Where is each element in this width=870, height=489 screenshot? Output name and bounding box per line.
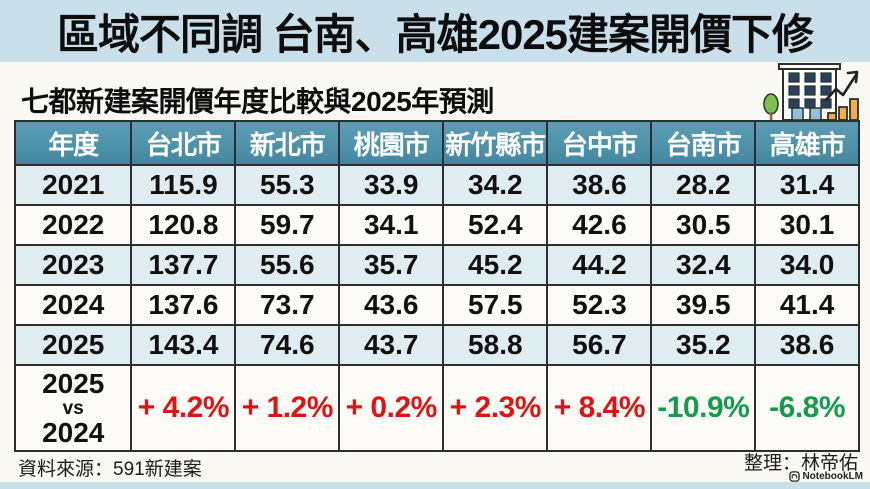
year-cell: 2023 — [13, 244, 133, 286]
table-row: 2025 143.4 74.6 43.7 58.8 56.7 35.2 38.6 — [13, 324, 860, 366]
compare-label-cell: 2025 vs 2024 — [13, 364, 133, 452]
value-cell: 39.5 — [650, 284, 757, 326]
column-header-taichung: 台中市 — [546, 120, 653, 166]
value-cell: 43.6 — [338, 284, 445, 326]
column-header-hsinchu: 新竹縣市 — [442, 120, 549, 166]
table-row: 2021 115.9 55.3 33.9 34.2 38.6 28.2 31.4 — [13, 164, 860, 206]
price-table: 年度 台北市 新北市 桃園市 新竹縣市 台中市 台南市 高雄市 2021 115… — [13, 120, 860, 452]
year-cell: 2022 — [13, 204, 133, 246]
value-cell: 59.7 — [234, 204, 341, 246]
value-cell: 38.6 — [546, 164, 653, 206]
value-cell: 55.3 — [234, 164, 341, 206]
title-band: 區域不同調 台南、高雄2025建案開價下修 — [0, 0, 870, 62]
compare-label-line3: 2024 — [42, 416, 105, 448]
value-cell: 41.4 — [754, 284, 860, 326]
value-cell: 34.1 — [338, 204, 445, 246]
bottom-accent-strip — [0, 482, 870, 489]
column-header-kaohsiung: 高雄市 — [754, 120, 860, 166]
editor-credit-note: 整理：林帝佑 — [743, 453, 858, 474]
table-row: 2024 137.6 73.7 43.6 57.5 52.3 39.5 41.4 — [13, 284, 860, 326]
compare-label-line2: vs — [62, 397, 84, 419]
column-header-year: 年度 — [13, 120, 133, 166]
year-cell: 2024 — [13, 284, 133, 326]
pct-change-cell: + 4.2% — [130, 364, 237, 452]
compare-label: 2025 vs 2024 — [16, 367, 130, 448]
value-cell: 56.7 — [546, 324, 653, 366]
building-with-growth-chart-icon — [763, 63, 859, 121]
value-cell: 32.4 — [650, 244, 757, 286]
value-cell: 44.2 — [546, 244, 653, 286]
value-cell: 42.6 — [546, 204, 653, 246]
compare-label-line1: 2025 — [42, 367, 105, 399]
pct-change-cell: + 8.4% — [546, 364, 653, 452]
page-title: 區域不同調 台南、高雄2025建案開價下修 — [56, 10, 814, 58]
value-cell: 73.7 — [234, 284, 341, 326]
notebooklm-watermark: NotebookLM — [789, 471, 863, 482]
value-cell: 52.3 — [546, 284, 653, 326]
value-cell: 31.4 — [754, 164, 860, 206]
value-cell: 120.8 — [130, 204, 237, 246]
data-source-note: 資料來源：591新建案 — [18, 459, 202, 480]
year-cell: 2025 — [13, 324, 133, 366]
value-cell: 115.9 — [130, 164, 237, 206]
column-header-taipei: 台北市 — [130, 120, 237, 166]
pct-change-cell: + 0.2% — [338, 364, 445, 452]
value-cell: 34.2 — [442, 164, 549, 206]
table-header-row: 年度 台北市 新北市 桃園市 新竹縣市 台中市 台南市 高雄市 — [13, 120, 860, 166]
value-cell: 137.6 — [130, 284, 237, 326]
value-cell: 143.4 — [130, 324, 237, 366]
column-header-tainan: 台南市 — [650, 120, 757, 166]
value-cell: 58.8 — [442, 324, 549, 366]
value-cell: 30.5 — [650, 204, 757, 246]
value-cell: 35.7 — [338, 244, 445, 286]
table-row-comparison: 2025 vs 2024 + 4.2% + 1.2% + 0.2% + 2.3%… — [13, 364, 860, 452]
table-subtitle: 七都新建案開價年度比較與2025年預測 — [21, 86, 494, 117]
notebooklm-logo-icon — [789, 471, 801, 482]
pct-change-cell: + 1.2% — [234, 364, 341, 452]
table-row: 2022 120.8 59.7 34.1 52.4 42.6 30.5 30.1 — [13, 204, 860, 246]
value-cell: 28.2 — [650, 164, 757, 206]
pct-change-cell: -6.8% — [754, 364, 860, 452]
column-header-taoyuan: 桃園市 — [338, 120, 445, 166]
value-cell: 33.9 — [338, 164, 445, 206]
value-cell: 52.4 — [442, 204, 549, 246]
value-cell: 55.6 — [234, 244, 341, 286]
price-table-wrap: 年度 台北市 新北市 桃園市 新竹縣市 台中市 台南市 高雄市 2021 115… — [13, 120, 860, 452]
value-cell: 45.2 — [442, 244, 549, 286]
value-cell: 57.5 — [442, 284, 549, 326]
value-cell: 43.7 — [338, 324, 445, 366]
table-row: 2023 137.7 55.6 35.7 45.2 44.2 32.4 34.0 — [13, 244, 860, 286]
watermark-label: NotebookLM — [802, 471, 863, 482]
value-cell: 137.7 — [130, 244, 237, 286]
pct-change-cell: -10.9% — [650, 364, 757, 452]
value-cell: 74.6 — [234, 324, 341, 366]
value-cell: 35.2 — [650, 324, 757, 366]
column-header-newtaipei: 新北市 — [234, 120, 341, 166]
value-cell: 38.6 — [754, 324, 860, 366]
pct-change-cell: + 2.3% — [442, 364, 549, 452]
year-cell: 2021 — [13, 164, 133, 206]
value-cell: 34.0 — [754, 244, 860, 286]
value-cell: 30.1 — [754, 204, 860, 246]
